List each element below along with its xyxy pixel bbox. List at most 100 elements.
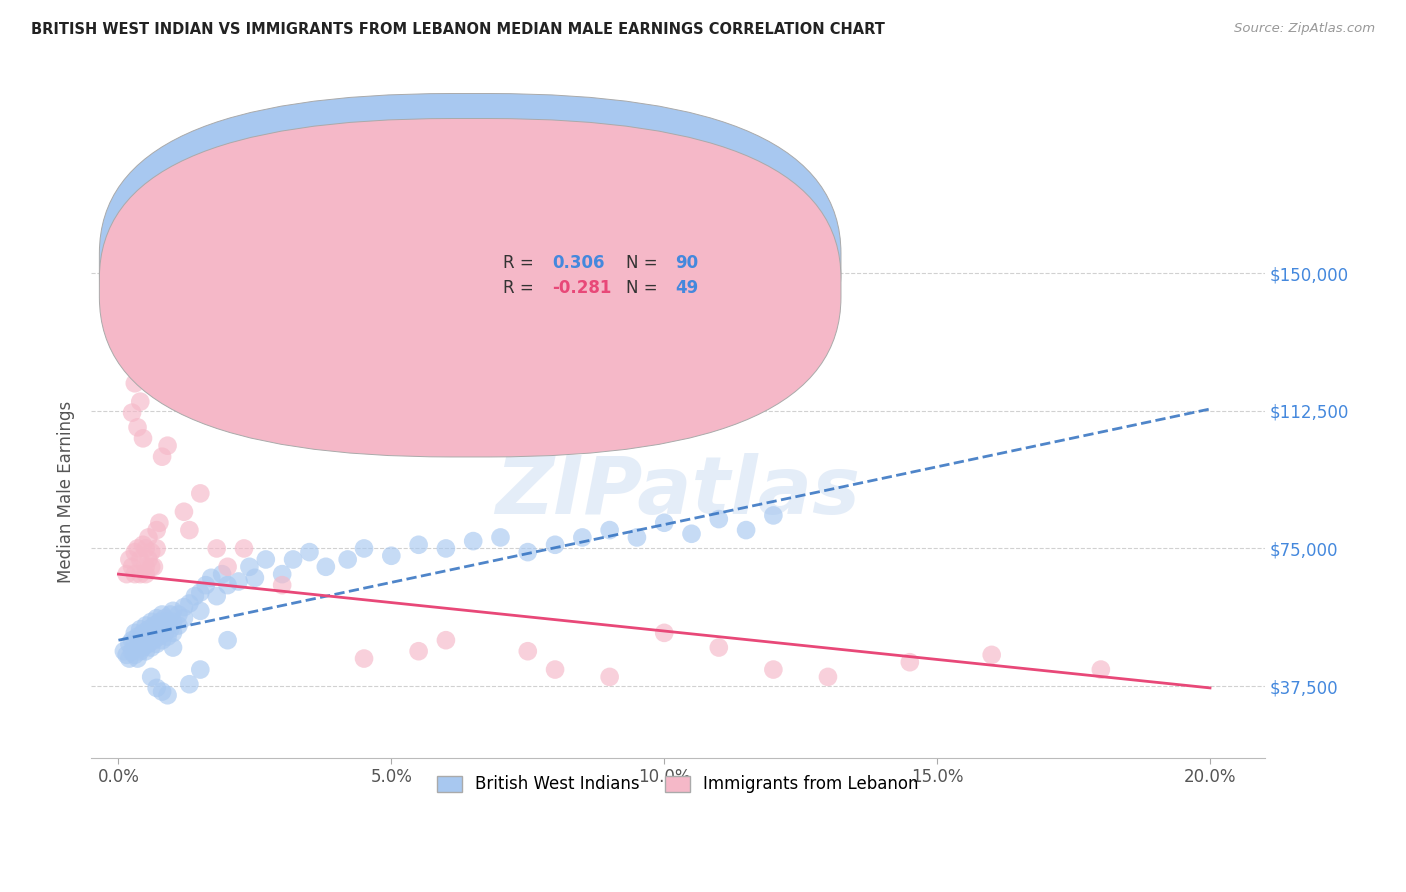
Point bbox=[179, 677, 201, 691]
Text: -0.281: -0.281 bbox=[553, 278, 612, 297]
Point bbox=[148, 630, 170, 644]
Point bbox=[129, 633, 152, 648]
Point bbox=[141, 625, 163, 640]
Point bbox=[127, 651, 149, 665]
Point bbox=[228, 574, 250, 589]
Point bbox=[336, 552, 359, 566]
Point bbox=[544, 663, 567, 677]
Text: 0.306: 0.306 bbox=[553, 253, 605, 272]
Point bbox=[173, 611, 195, 625]
Point bbox=[132, 538, 155, 552]
Point bbox=[118, 651, 141, 665]
Point bbox=[115, 567, 138, 582]
Point bbox=[434, 541, 457, 556]
Point bbox=[188, 663, 211, 677]
Point bbox=[707, 640, 730, 655]
Point bbox=[150, 684, 173, 698]
Point bbox=[138, 637, 160, 651]
Point bbox=[205, 541, 228, 556]
Point bbox=[408, 644, 430, 658]
FancyBboxPatch shape bbox=[100, 94, 841, 432]
Point bbox=[298, 545, 321, 559]
Point bbox=[353, 651, 375, 665]
Point bbox=[127, 541, 149, 556]
Point bbox=[194, 578, 217, 592]
Point bbox=[115, 648, 138, 662]
Point bbox=[156, 688, 179, 702]
Point bbox=[762, 663, 785, 677]
Point bbox=[141, 670, 163, 684]
Point bbox=[1090, 663, 1112, 677]
Point bbox=[233, 541, 256, 556]
Point bbox=[141, 615, 163, 629]
Point bbox=[162, 640, 184, 655]
Point bbox=[200, 571, 222, 585]
Point bbox=[898, 655, 921, 669]
Point bbox=[153, 625, 176, 640]
Text: R =: R = bbox=[503, 253, 538, 272]
Point bbox=[707, 512, 730, 526]
Point bbox=[544, 538, 567, 552]
Point bbox=[188, 585, 211, 599]
Y-axis label: Median Male Earnings: Median Male Earnings bbox=[58, 401, 75, 582]
Point bbox=[150, 607, 173, 622]
Point bbox=[124, 567, 146, 582]
Point bbox=[571, 531, 593, 545]
Point bbox=[162, 376, 184, 391]
Point bbox=[124, 648, 146, 662]
Point bbox=[162, 625, 184, 640]
Point bbox=[281, 552, 304, 566]
Point bbox=[159, 622, 181, 636]
Point bbox=[516, 545, 538, 559]
Point bbox=[118, 637, 141, 651]
Point bbox=[135, 644, 157, 658]
Point bbox=[145, 523, 167, 537]
Point bbox=[141, 640, 163, 655]
Point bbox=[135, 630, 157, 644]
FancyBboxPatch shape bbox=[100, 119, 841, 457]
Point bbox=[217, 633, 239, 648]
Point bbox=[138, 552, 160, 566]
Point bbox=[271, 567, 294, 582]
Point bbox=[238, 559, 260, 574]
Point bbox=[205, 589, 228, 603]
Point bbox=[159, 607, 181, 622]
Point bbox=[179, 597, 201, 611]
Point bbox=[124, 637, 146, 651]
Point bbox=[129, 622, 152, 636]
Point bbox=[150, 618, 173, 632]
Point bbox=[121, 406, 143, 420]
Text: ZIPatlas: ZIPatlas bbox=[495, 452, 860, 531]
Point bbox=[599, 523, 621, 537]
Point bbox=[118, 552, 141, 566]
Point bbox=[112, 644, 135, 658]
Point bbox=[135, 541, 157, 556]
Point bbox=[129, 552, 152, 566]
Point bbox=[132, 625, 155, 640]
Point bbox=[124, 545, 146, 559]
Point bbox=[127, 640, 149, 655]
Point bbox=[408, 538, 430, 552]
Point bbox=[145, 637, 167, 651]
Point bbox=[124, 625, 146, 640]
Point bbox=[184, 589, 207, 603]
Point bbox=[148, 615, 170, 629]
Point bbox=[135, 618, 157, 632]
Point bbox=[148, 516, 170, 530]
Point bbox=[142, 618, 165, 632]
Point bbox=[156, 615, 179, 629]
FancyBboxPatch shape bbox=[432, 242, 807, 308]
Text: R =: R = bbox=[503, 278, 538, 297]
Point bbox=[124, 376, 146, 391]
Point bbox=[150, 450, 173, 464]
Point bbox=[162, 615, 184, 629]
Point bbox=[380, 549, 402, 563]
Point bbox=[145, 681, 167, 695]
Point bbox=[211, 567, 233, 582]
Point bbox=[156, 439, 179, 453]
Point bbox=[217, 578, 239, 592]
Point bbox=[121, 644, 143, 658]
Point bbox=[980, 648, 1002, 662]
Point bbox=[121, 559, 143, 574]
Point bbox=[243, 571, 266, 585]
